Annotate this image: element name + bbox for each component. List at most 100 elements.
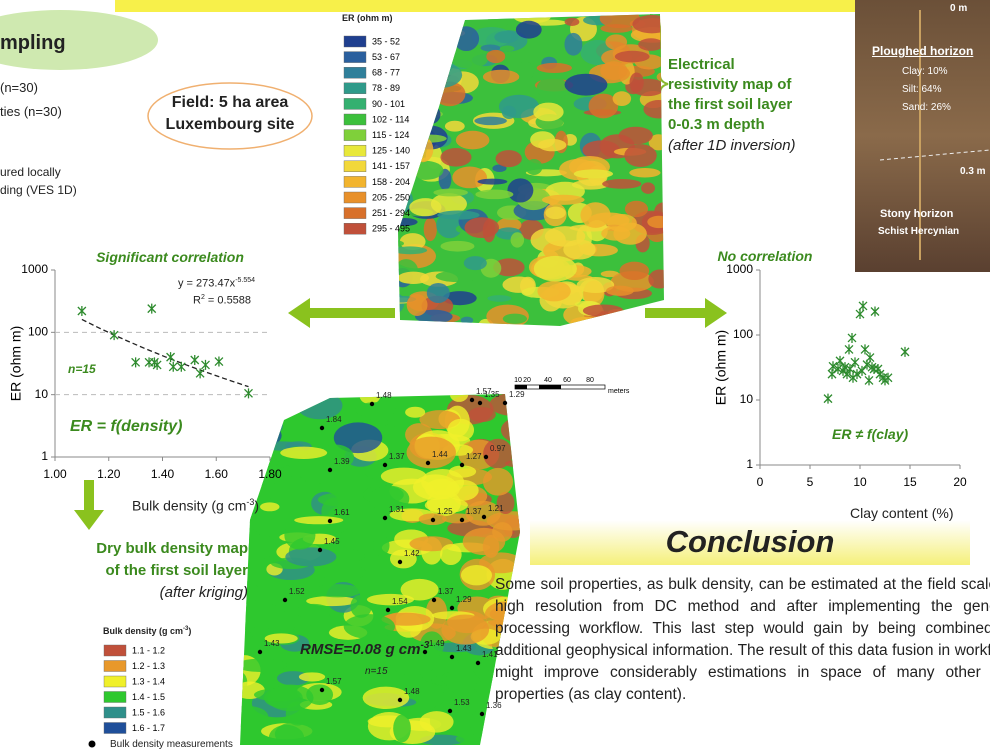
- map-patch: [433, 189, 468, 197]
- map-patch: [427, 283, 450, 303]
- map-patch: [602, 179, 641, 189]
- map-patch: [398, 272, 429, 284]
- data-point: [110, 330, 118, 340]
- legend-swatch: [344, 52, 366, 63]
- map-patch: [318, 493, 365, 507]
- n-label: n=15: [68, 362, 96, 376]
- map-patch: [267, 685, 313, 712]
- measurement-label: 1.25: [437, 507, 453, 516]
- text: y = 273.47x: [178, 278, 235, 290]
- map-patch: [444, 18, 458, 42]
- data-point: [167, 352, 175, 362]
- x-tick-label: 1.40: [151, 467, 175, 481]
- chart-title: No correlation: [690, 248, 840, 264]
- legend-swatch: [344, 192, 366, 203]
- map-patch: [285, 547, 336, 566]
- map-patch: [260, 502, 279, 511]
- legend-swatch: [344, 98, 366, 109]
- legend-swatch: [344, 161, 366, 172]
- measurement-label: 1.39: [334, 457, 350, 466]
- map-patch: [503, 314, 527, 324]
- map-patch: [625, 201, 648, 217]
- map-patch: [414, 36, 443, 44]
- soil-horizon: Schist Hercynian: [878, 226, 959, 237]
- measurement-point: [383, 463, 387, 467]
- map-patch: [600, 61, 627, 80]
- soil-horizon: Ploughed horizon: [872, 44, 973, 58]
- map-patch: [436, 271, 480, 282]
- map-patch: [525, 159, 542, 175]
- measurement-point: [450, 655, 454, 659]
- density-marker-label: Bulk density measurements: [110, 739, 233, 750]
- map-patch: [505, 460, 539, 468]
- map-patch: [461, 317, 474, 324]
- soil-horizon: Stony horizon: [880, 208, 953, 220]
- map-patch: [415, 54, 442, 68]
- x-tick-label: 0: [757, 475, 764, 489]
- measurement-label: 1.45: [324, 537, 340, 546]
- legend-label: 78 - 89: [372, 83, 400, 93]
- rmse: RMSE=0.08 g cm-3: [300, 640, 429, 658]
- density-caption: Dry bulk density map: [20, 540, 248, 557]
- map-patch: [412, 137, 433, 163]
- measurement-point: [482, 515, 486, 519]
- scale-label: 40: [544, 377, 552, 384]
- data-point: [853, 369, 861, 379]
- measurement-label: 1.53: [454, 698, 470, 707]
- map-patch: [314, 732, 341, 755]
- chart-title: Significant correlation: [60, 249, 280, 265]
- legend-label: 1.3 - 1.4: [132, 676, 165, 686]
- measurement-label: 1.35: [484, 390, 500, 399]
- map-patch: [483, 468, 513, 496]
- map-patch: [424, 218, 437, 242]
- map-patch: [405, 407, 425, 418]
- map-patch: [533, 103, 563, 122]
- map-patch: [284, 520, 315, 549]
- map-patch: [456, 131, 490, 150]
- map-patch: [260, 458, 279, 467]
- legend-label: 1.2 - 1.3: [132, 661, 165, 671]
- map-patch: [475, 190, 513, 200]
- density-caption: of the first soil layer: [20, 562, 248, 579]
- data-point: [215, 357, 223, 367]
- soil-texture: Clay: 10%: [902, 66, 948, 77]
- sampling-line: ding (VES 1D): [0, 183, 77, 197]
- legend-swatch: [344, 114, 366, 125]
- x-tick-label: 1.00: [43, 467, 67, 481]
- map-patch: [537, 281, 570, 301]
- map-patch: [477, 179, 507, 185]
- data-point: [132, 357, 140, 367]
- measurement-label: 1.27: [466, 452, 482, 461]
- data-point: [824, 394, 832, 404]
- map-patch: [413, 474, 458, 500]
- legend-swatch: [104, 692, 126, 703]
- map-patch: [280, 447, 327, 459]
- er-caption: Electrical: [668, 56, 735, 73]
- map-patch: [363, 687, 410, 709]
- map-patch: [496, 150, 522, 167]
- map-patch: [564, 33, 582, 56]
- r-squared: R2 = 0.5588: [193, 294, 251, 307]
- map-patch: [437, 210, 479, 219]
- data-point: [202, 360, 210, 370]
- data-point: [145, 357, 153, 367]
- map-patch: [606, 286, 634, 296]
- arrow-right: [645, 298, 727, 328]
- map-patch: [238, 423, 282, 448]
- data-point: [865, 375, 873, 385]
- measurement-label: 1.37: [389, 452, 405, 461]
- legend-label: 125 - 140: [372, 146, 410, 156]
- top-banner: [115, 0, 860, 12]
- map-patch: [534, 256, 577, 282]
- measurement-label: 1.54: [392, 597, 408, 606]
- map-patch: [461, 565, 492, 585]
- er-caption: the first soil layer: [668, 96, 792, 113]
- map-patch: [446, 666, 477, 694]
- measurement-point: [450, 606, 454, 610]
- map-patch: [419, 62, 462, 88]
- data-point: [848, 333, 856, 343]
- data-point: [871, 306, 879, 316]
- map-patch: [619, 127, 653, 145]
- map-patch: [483, 70, 519, 84]
- legend-label: 205 - 250: [372, 192, 410, 202]
